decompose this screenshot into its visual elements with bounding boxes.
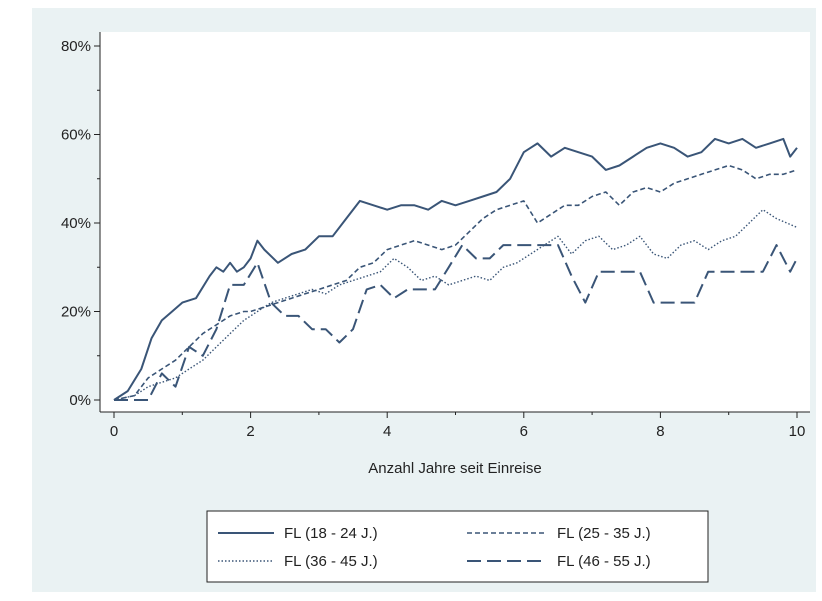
x-tick-label: 8 (656, 423, 664, 440)
series-line-4 (114, 244, 798, 401)
series-layer (113, 137, 798, 401)
x-tick-label: 2 (246, 423, 254, 440)
legend-label-4: FL (46 - 55 J.) (557, 553, 651, 570)
plot-area (100, 32, 810, 412)
legend-label-3: FL (36 - 45 J.) (284, 553, 378, 570)
y-tick-label: 20% (61, 304, 91, 321)
x-tick-label: 6 (520, 423, 528, 440)
legend-label-1: FL (18 - 24 J.) (284, 525, 378, 542)
y-tick-label: 40% (61, 215, 91, 232)
legend-box (206, 510, 709, 583)
series-line-3 (113, 208, 798, 401)
legend-label-2: FL (25 - 35 J.) (557, 525, 651, 542)
axes: 0% 20% 40% 60% 80% 0 2 4 6 8 10 (61, 32, 810, 440)
series-line-1 (113, 137, 798, 401)
y-tick-label: 0% (69, 392, 91, 409)
series-line-2 (113, 164, 798, 401)
x-axis-title: Anzahl Jahre seit Einreise (368, 460, 541, 477)
x-tick-label: 0 (110, 423, 118, 440)
x-tick-label: 10 (789, 423, 806, 440)
legend: FL (18 - 24 J.) FL (25 - 35 J.) FL (36 - 4… (206, 510, 709, 583)
y-tick-label: 80% (61, 38, 91, 55)
x-tick-label: 4 (383, 423, 391, 440)
y-tick-label: 60% (61, 127, 91, 144)
